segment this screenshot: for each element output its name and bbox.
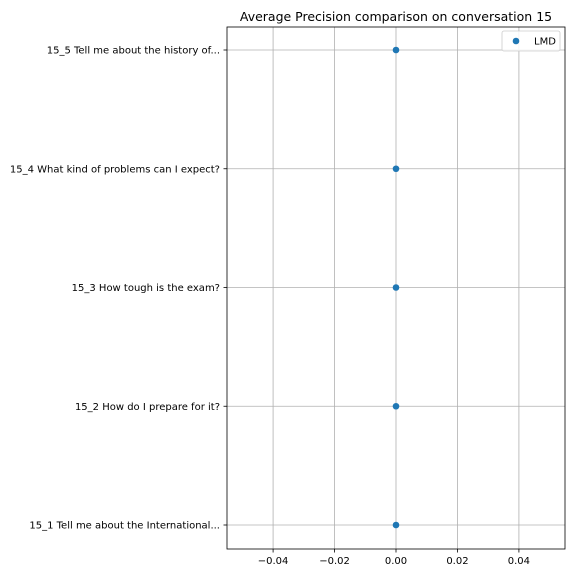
- legend: LMD: [501, 30, 561, 52]
- y-tick-label: 15_1 Tell me about the International...: [29, 521, 220, 532]
- data-point: [392, 402, 400, 410]
- legend-box: [501, 30, 561, 52]
- data-point: [392, 165, 400, 173]
- y-tick-label: 15_2 How do I prepare for it?: [75, 402, 220, 413]
- chart-title: Average Precision comparison on conversa…: [240, 9, 552, 24]
- x-tick-label: −0.04: [258, 556, 289, 567]
- data-point: [392, 521, 400, 529]
- y-tick-label: 15_3 How tough is the exam?: [72, 283, 220, 294]
- x-tick-label: −0.02: [319, 556, 350, 567]
- data-point: [392, 284, 400, 291]
- plot-frame: [226, 26, 566, 550]
- data-points: [392, 46, 400, 529]
- y-tick-label: 15_5 Tell me about the history of...: [47, 46, 220, 57]
- legend-marker: [512, 37, 520, 45]
- x-tick-label: 0.02: [446, 556, 468, 567]
- legend-label: LMD: [534, 37, 556, 48]
- y-axis-ticks: 15_1 Tell me about the International... 1…: [10, 46, 227, 532]
- x-tick-label: 0.00: [385, 556, 407, 567]
- y-tick-label: 15_4 What kind of problems can I expect?: [10, 164, 220, 175]
- x-axis-ticks: −0.04 −0.02 0.00 0.02 0.04: [258, 549, 530, 567]
- x-tick-label: 0.04: [508, 556, 530, 567]
- data-point: [392, 46, 400, 54]
